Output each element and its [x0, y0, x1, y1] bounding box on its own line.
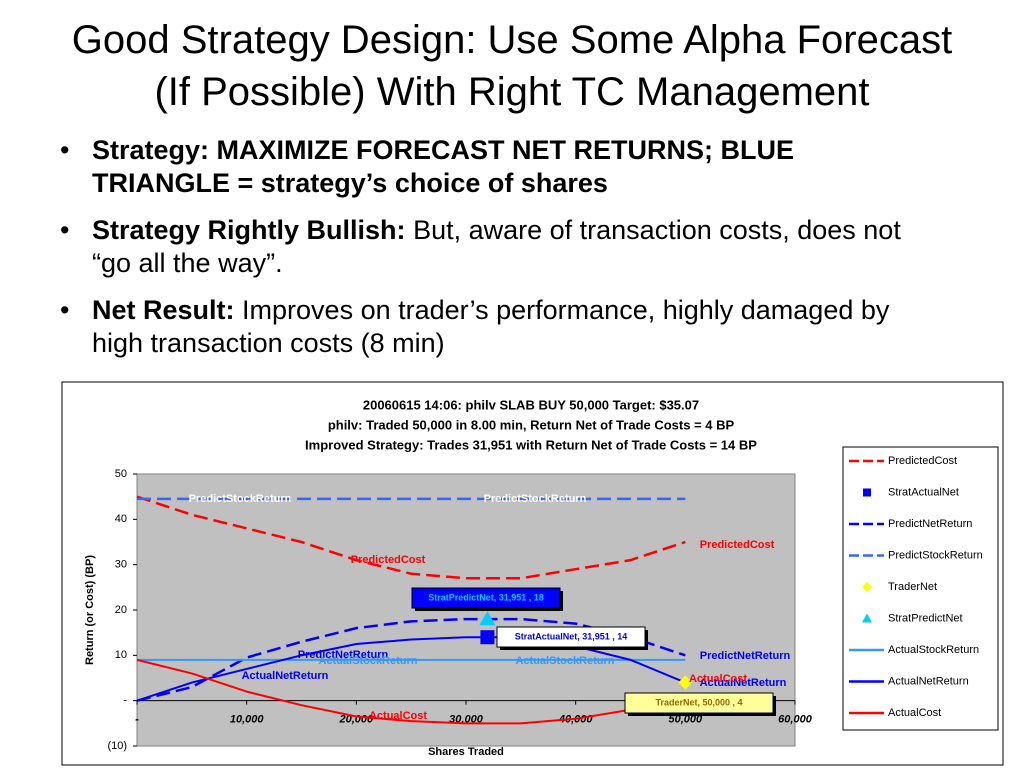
legend-label: ActualNetReturn	[888, 675, 969, 687]
series-label: ActualCost	[689, 673, 747, 685]
y-tick-label: 20	[115, 604, 127, 616]
bullet: Strategy Rightly Bullish: But, aware of …	[60, 214, 920, 280]
data-label: TraderNet, 50,000 , 4	[655, 697, 742, 707]
series-label: PredictStockReturn	[484, 493, 587, 505]
data-label-callout: StratActualNet, 31,951 , 14	[496, 626, 648, 650]
y-tick-label: (10)	[107, 740, 127, 752]
point	[678, 675, 693, 690]
bullet-bold: Strategy Rightly Bullish:	[92, 215, 406, 245]
legend-label: ActualStockReturn	[888, 644, 979, 656]
line-series	[136, 636, 686, 702]
legend-label: TraderNet	[888, 581, 937, 593]
series-label: ActualNetReturn	[242, 670, 329, 682]
point	[480, 630, 495, 645]
y-tick-label: 10	[115, 649, 127, 661]
callout-box	[496, 626, 646, 648]
legend-label: StratActualNet	[888, 486, 959, 498]
bullet-list: Strategy: MAXIMIZE FORECAST NET RETURNS;…	[60, 134, 920, 374]
title-line: Good Strategy Design: Use Some Alpha For…	[71, 18, 953, 62]
data-label: StratActualNet, 31,951 , 14	[515, 631, 628, 641]
legend-label: PredictStockReturn	[888, 549, 983, 561]
x-axis-title: Shares Traded	[428, 746, 504, 758]
series-label: ActualStockReturn	[515, 655, 614, 667]
title-line: (If Possible) With Right TC Management	[154, 70, 870, 114]
y-axis-title: Return (or Cost) (BP)	[84, 555, 96, 665]
series-label: PredictNetReturn	[298, 649, 389, 661]
legend-label: PredictNetReturn	[888, 518, 972, 530]
line-series	[136, 495, 686, 580]
x-tick-label: 60,000	[778, 714, 813, 726]
legend-label: ActualCost	[888, 707, 941, 719]
x-tick-label: 50,000	[669, 714, 704, 726]
bullet-text: Improves on trader’s performance, highly…	[92, 295, 890, 358]
chart-title: Improved Strategy: Trades 31,951 with Re…	[305, 437, 757, 452]
bullet: Strategy: MAXIMIZE FORECAST NET RETURNS;…	[60, 134, 920, 200]
x-tick-label: 10,000	[230, 714, 265, 726]
series-label: ActualStockReturn	[318, 655, 417, 667]
y-tick-label: -	[123, 695, 127, 707]
series-label: ActualNetReturn	[700, 677, 787, 689]
series-label: PredictedCost	[351, 554, 426, 566]
series-label: PredictStockReturn	[189, 493, 292, 505]
data-label: StratPredictNet, 31,951 , 18	[428, 592, 544, 602]
series-label: ActualCost	[369, 710, 427, 722]
callout-box	[624, 692, 774, 714]
legend-label: StratPredictNet	[888, 612, 963, 624]
line-series	[136, 658, 686, 725]
data-label-callout: StratPredictNet, 31,951 , 18	[411, 587, 563, 611]
series-label: PredictedCost	[700, 539, 775, 551]
bullet-text: But, aware of transaction costs, does no…	[92, 215, 901, 278]
x-tick-label: -	[135, 714, 139, 726]
chart-title: philv: Traded 50,000 in 8.00 min, Return…	[328, 417, 735, 432]
y-tick-label: 40	[115, 513, 127, 525]
bullet-bold: Net Result:	[92, 295, 235, 325]
y-tick-label: 30	[115, 559, 127, 571]
slide-title: Good Strategy Design: Use Some Alpha For…	[0, 14, 1024, 118]
bullet: Net Result: Improves on trader’s perform…	[60, 294, 920, 360]
legend-label: PredictedCost	[888, 455, 957, 467]
point	[479, 611, 496, 626]
chart-title: 20060615 14:06: philv SLAB BUY 50,000 Ta…	[363, 397, 699, 412]
legend-marker	[863, 488, 871, 497]
y-tick-label: 50	[115, 468, 127, 480]
legend-marker	[862, 613, 872, 623]
bullet-bold: Strategy: MAXIMIZE FORECAST NET RETURNS;…	[92, 135, 795, 198]
series-label: PredictNetReturn	[700, 650, 791, 662]
callout-box	[411, 587, 561, 609]
data-label-callout: TraderNet, 50,000 , 4	[624, 692, 776, 716]
legend-marker	[862, 582, 872, 592]
